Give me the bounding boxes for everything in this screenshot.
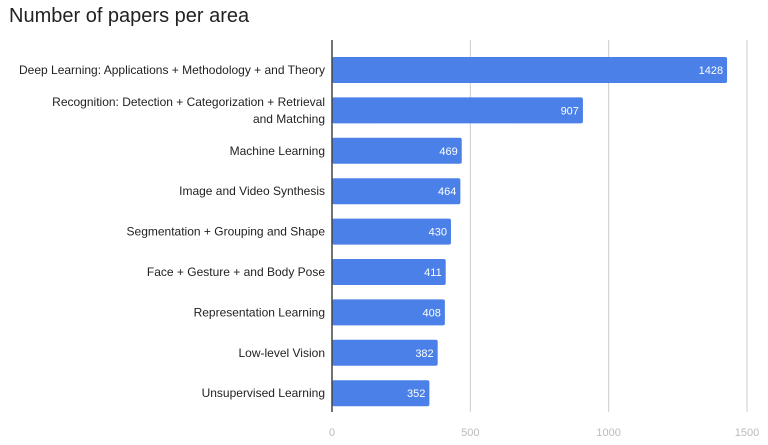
category-label-line: Low-level Vision — [239, 346, 326, 360]
chart-title: Number of papers per area — [9, 5, 250, 27]
x-tick-label: 0 — [329, 427, 335, 439]
bars: 1428 907 469 464 430 411 408 382 352 — [332, 57, 728, 407]
data-label: 907 — [561, 105, 579, 117]
bar — [332, 178, 461, 205]
bar — [332, 57, 728, 83]
bar — [332, 339, 438, 366]
category-label-line: Representation Learning — [194, 305, 325, 319]
category-label-line: Unsupervised Learning — [202, 386, 325, 400]
category-label-line: Segmentation + Grouping and Shape — [127, 225, 326, 239]
category-label: Low-level Vision — [239, 346, 326, 360]
data-label: 1428 — [699, 65, 723, 77]
category-label: Machine Learning — [230, 144, 325, 158]
category-label-line: Deep Learning: Applications + Methodolog… — [19, 63, 325, 77]
data-label: 382 — [415, 348, 433, 360]
category-label: Unsupervised Learning — [202, 386, 325, 400]
bar — [332, 218, 451, 245]
category-label: Recognition: Detection + Categorization … — [52, 95, 325, 126]
data-label: 411 — [424, 267, 442, 279]
bar — [332, 97, 583, 124]
data-label: 408 — [423, 307, 441, 319]
category-label-line: Machine Learning — [230, 144, 325, 158]
category-label-line: Recognition: Detection + Categorization … — [52, 95, 325, 109]
bar — [332, 299, 445, 326]
x-tick-labels: 0 500 1000 1500 — [329, 427, 759, 439]
category-label-line: Face + Gesture + and Body Pose — [147, 265, 325, 279]
category-label-line: and Matching — [253, 112, 325, 126]
bar — [332, 380, 430, 407]
x-tick-label: 1000 — [596, 427, 620, 439]
grid-lines — [469, 40, 748, 412]
bar — [332, 259, 446, 285]
data-label: 469 — [439, 146, 457, 158]
bar — [332, 137, 462, 164]
data-label: 464 — [438, 186, 456, 198]
data-label: 352 — [407, 388, 425, 400]
x-tick-label: 1500 — [735, 427, 759, 439]
category-label: Face + Gesture + and Body Pose — [147, 265, 325, 279]
category-label: Segmentation + Grouping and Shape — [127, 225, 326, 239]
category-label-line: Image and Video Synthesis — [179, 184, 325, 198]
x-tick-label: 500 — [461, 427, 479, 439]
category-label: Image and Video Synthesis — [179, 184, 325, 198]
category-label: Deep Learning: Applications + Methodolog… — [19, 63, 325, 77]
category-label: Representation Learning — [194, 305, 325, 319]
data-label: 430 — [429, 227, 447, 239]
category-labels: Deep Learning: Applications + Methodolog… — [19, 63, 325, 400]
